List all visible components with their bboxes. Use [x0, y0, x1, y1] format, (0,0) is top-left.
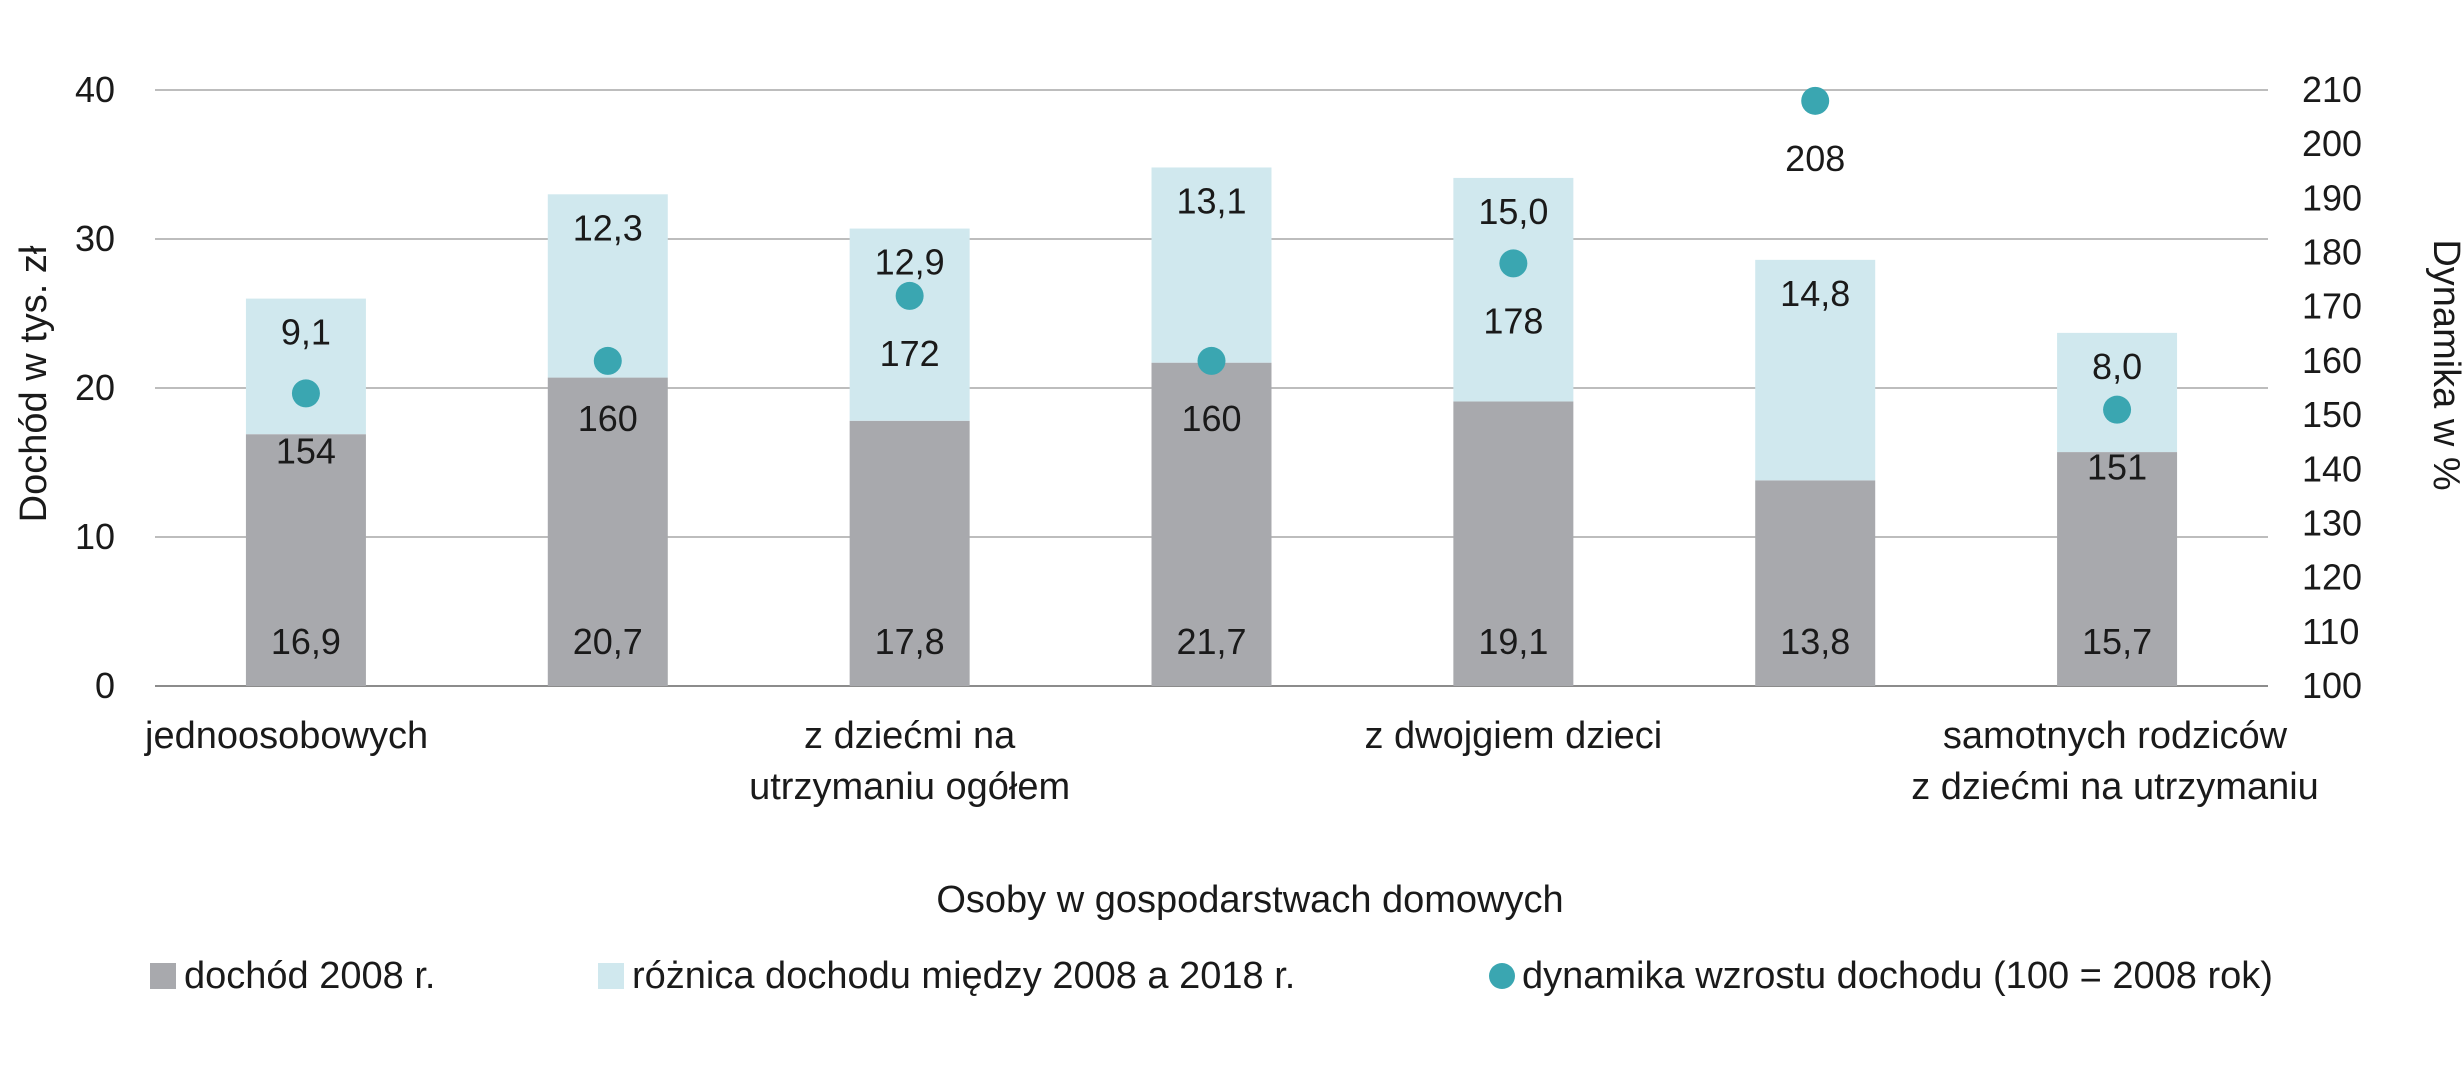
- y2-tick-label: 180: [2302, 232, 2362, 273]
- y2-tick-label: 110: [2302, 611, 2359, 652]
- data-label-income-2008: 17,8: [875, 621, 945, 662]
- point-growth-dynamics: [895, 281, 924, 310]
- bar-income-2008: [547, 377, 668, 686]
- y-tick-label: 30: [75, 218, 115, 259]
- bars: [245, 167, 2178, 686]
- legend-item-income-difference: różnica dochodu między 2008 a 2018 r.: [598, 955, 1295, 997]
- point-growth-dynamics: [2103, 395, 2132, 424]
- y2-tick-label: 170: [2302, 286, 2362, 327]
- data-label-income-difference: 14,8: [1780, 273, 1850, 314]
- data-labels: 16,9 9,1 154 20,7 12,3 160 17,8 12,9 172 21,7 13,1…: [271, 138, 2152, 662]
- y2-tick-label: 150: [2302, 394, 2362, 435]
- point-growth-dynamics: [1197, 346, 1226, 375]
- legend-label-growth-dynamics: dynamika wzrostu dochodu (100 = 2008 rok…: [1522, 955, 2273, 997]
- data-label-growth-dynamics: 154: [276, 430, 336, 471]
- y-tick-label: 20: [75, 367, 115, 408]
- bar-income-2008: [1755, 480, 1876, 686]
- y2-tick-label: 160: [2302, 340, 2362, 381]
- legend-item-income-2008: dochód 2008 r.: [150, 955, 435, 997]
- bar-income-2008: [1453, 401, 1574, 686]
- data-label-growth-dynamics: 208: [1785, 138, 1845, 179]
- bar-income-difference: [1151, 167, 1272, 363]
- y2-tick-label: 140: [2302, 448, 2362, 489]
- category-label: samotnych rodziców: [1943, 715, 2288, 757]
- category-label: z dziećmi na utrzymaniu: [1911, 766, 2319, 808]
- data-label-growth-dynamics: 172: [880, 333, 940, 374]
- bar-income-2008: [2057, 452, 2178, 686]
- data-label-income-2008: 19,1: [1478, 621, 1548, 662]
- bar-income-difference: [849, 228, 970, 421]
- y2-axis-title: Dynamika w %: [2425, 239, 2464, 490]
- category-label: z dwojgiem dzieci: [1364, 715, 1662, 757]
- point-growth-dynamics: [1801, 86, 1830, 115]
- y2-tick-label: 100: [2302, 665, 2362, 706]
- legend-item-growth-dynamics: dynamika wzrostu dochodu (100 = 2008 rok…: [1489, 955, 2273, 997]
- bar-income-difference: [245, 298, 366, 435]
- data-label-income-2008: 21,7: [1176, 621, 1246, 662]
- category-label: z dziećmi na: [804, 715, 1016, 757]
- data-label-growth-dynamics: 160: [1181, 398, 1241, 439]
- point-growth-dynamics: [291, 379, 320, 408]
- bar-income-2008: [1151, 362, 1272, 686]
- data-label-income-2008: 15,7: [2082, 621, 2152, 662]
- data-label-income-difference: 15,0: [1478, 191, 1548, 232]
- legend-swatch-growth-dynamics: [1489, 963, 1515, 989]
- bar-income-difference: [2057, 332, 2178, 453]
- point-growth-dynamics: [1499, 249, 1528, 278]
- legend-label-income-2008: dochód 2008 r.: [184, 955, 435, 997]
- x-axis-title: Osoby w gospodarstwach domowych: [936, 879, 1563, 921]
- point-growth-dynamics: [593, 346, 622, 375]
- data-label-income-2008: 20,7: [573, 621, 643, 662]
- legend-swatch-income-2008: [150, 963, 176, 989]
- category-label: utrzymaniu ogółem: [749, 766, 1070, 808]
- data-label-income-difference: 9,1: [281, 312, 331, 353]
- category-labels: jednoosobowych z dziećmi na utrzymaniu ogó…: [144, 715, 2319, 808]
- points: [291, 86, 2132, 424]
- data-label-growth-dynamics: 178: [1483, 300, 1543, 341]
- data-label-income-difference: 8,0: [2092, 346, 2142, 387]
- y-tick-label: 10: [75, 516, 115, 557]
- data-label-growth-dynamics: 160: [578, 398, 638, 439]
- data-label-income-difference: 12,9: [875, 242, 945, 283]
- bar-income-2008: [849, 420, 970, 686]
- data-label-income-difference: 12,3: [573, 207, 643, 248]
- data-label-growth-dynamics: 151: [2087, 447, 2147, 488]
- y2-tick-label: 190: [2302, 177, 2362, 218]
- legend: dochód 2008 r. różnica dochodu między 20…: [150, 955, 2273, 997]
- bar-income-2008: [245, 434, 366, 686]
- y-axis-title: Dochód w tys. zł: [13, 245, 55, 522]
- bar-income-difference: [1453, 177, 1574, 402]
- legend-label-income-difference: różnica dochodu między 2008 a 2018 r.: [632, 955, 1295, 997]
- data-label-income-2008: 13,8: [1780, 621, 1850, 662]
- data-label-income-2008: 16,9: [271, 621, 341, 662]
- bar-income-difference: [1755, 259, 1876, 481]
- y2-tick-label: 130: [2302, 502, 2362, 543]
- y-tick-label: 40: [75, 69, 115, 110]
- category-label: jednoosobowych: [144, 715, 428, 757]
- legend-swatch-income-difference: [598, 963, 624, 989]
- y2-tick-label: 200: [2302, 123, 2362, 164]
- y2-tick-label: 120: [2302, 557, 2362, 598]
- y-tick-label: 0: [95, 665, 115, 706]
- y2-tick-label: 210: [2302, 69, 2362, 110]
- data-label-income-difference: 13,1: [1176, 180, 1246, 221]
- axes: 0 10 20 30 40 100 110 120 130 140 150 160 170 180 190 2…: [75, 69, 2362, 706]
